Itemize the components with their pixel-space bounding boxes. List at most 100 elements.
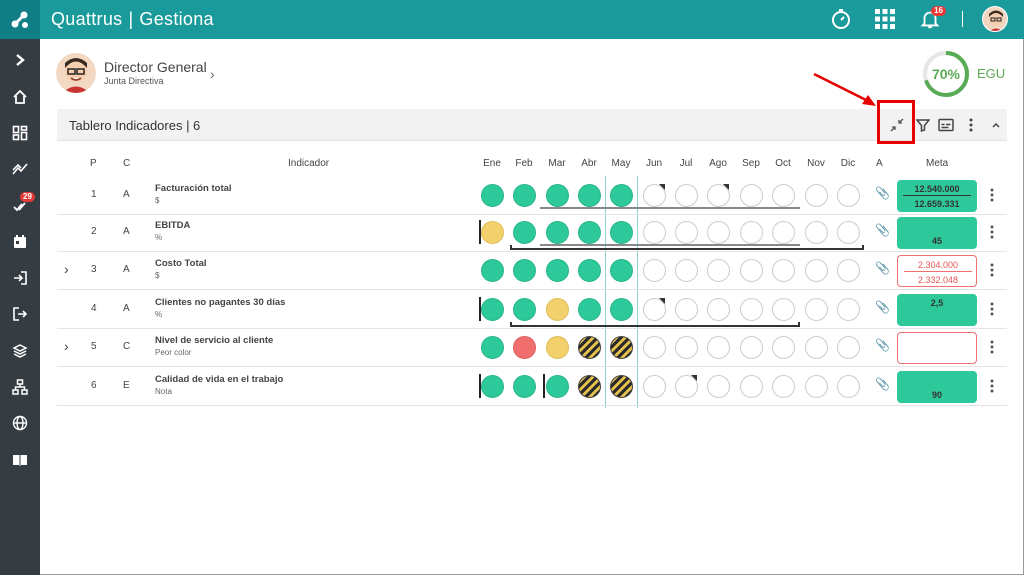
month-status-empty[interactable] — [805, 375, 828, 398]
trend-icon[interactable] — [8, 158, 32, 180]
expand-chevron-icon[interactable] — [8, 49, 32, 71]
dashboard-icon[interactable] — [8, 122, 32, 144]
table-row[interactable]: › 3 A Costo Total $ 📎 2.304.000 2.332.048 — [57, 245, 1007, 290]
row-more-vertical-icon[interactable] — [989, 340, 995, 354]
month-status-green[interactable] — [481, 298, 504, 321]
month-status-empty[interactable] — [772, 221, 795, 244]
month-status-empty[interactable] — [772, 375, 795, 398]
subtitles-icon[interactable] — [937, 116, 955, 134]
chevron-right-icon[interactable]: › — [210, 66, 215, 82]
month-status-empty[interactable] — [837, 298, 860, 321]
bell-icon[interactable]: 16 — [917, 6, 946, 32]
month-status-empty[interactable] — [675, 259, 698, 282]
month-status-empty[interactable] — [805, 184, 828, 207]
month-status-yellow[interactable] — [546, 336, 569, 359]
table-row[interactable]: › 5 C Nivel de servicio al cliente Peor colo… — [57, 322, 1007, 367]
indicator-name[interactable]: Facturación total — [155, 183, 232, 194]
indicator-name[interactable]: EBITDA — [155, 220, 191, 231]
month-status-hatch[interactable] — [610, 336, 633, 359]
month-status-empty[interactable] — [837, 336, 860, 359]
month-status-empty[interactable] — [772, 184, 795, 207]
month-status-green[interactable] — [610, 184, 633, 207]
month-status-empty[interactable] — [675, 298, 698, 321]
table-row[interactable]: 2 A EBITDA% 📎 45 — [57, 213, 1007, 252]
attachment-icon[interactable]: 📎 — [875, 186, 890, 200]
app-logo-icon[interactable] — [0, 0, 40, 39]
row-more-vertical-icon[interactable] — [989, 302, 995, 316]
indicator-name[interactable]: Calidad de vida en el trabajo — [155, 374, 284, 385]
book-icon[interactable] — [8, 449, 32, 471]
table-row[interactable]: 1 A Facturación total $ 📎 12.540.000 12.659.33… — [57, 176, 1007, 215]
tasks-icon[interactable]: 29 — [8, 192, 35, 217]
table-row[interactable]: 4 A Clientes no pagantes 30 días% 📎 2,5 — [57, 290, 1007, 329]
month-status-empty[interactable] — [740, 221, 763, 244]
month-status-empty[interactable] — [643, 221, 666, 244]
month-status-green[interactable] — [513, 298, 536, 321]
meta-box[interactable] — [897, 332, 977, 364]
month-status-empty[interactable] — [707, 336, 730, 359]
month-status-empty[interactable] — [837, 184, 860, 207]
month-status-green[interactable] — [546, 184, 569, 207]
month-status-red[interactable] — [513, 336, 536, 359]
row-more-vertical-icon[interactable] — [989, 225, 995, 239]
globe-icon[interactable] — [8, 412, 32, 434]
meta-box[interactable]: 90 — [897, 371, 977, 403]
month-status-empty[interactable] — [837, 375, 860, 398]
row-more-vertical-icon[interactable] — [989, 263, 995, 277]
month-status-green[interactable] — [546, 221, 569, 244]
month-status-green[interactable] — [513, 184, 536, 207]
meta-box[interactable]: 2.304.000 2.332.048 — [897, 255, 977, 287]
month-status-green[interactable] — [578, 184, 601, 207]
month-status-green[interactable] — [578, 298, 601, 321]
month-status-empty[interactable] — [837, 259, 860, 282]
month-status-hatch[interactable] — [610, 375, 633, 398]
month-status-empty[interactable] — [707, 298, 730, 321]
month-status-empty[interactable] — [805, 259, 828, 282]
home-icon[interactable] — [8, 86, 32, 108]
month-status-empty[interactable] — [675, 375, 698, 398]
month-status-empty[interactable] — [772, 336, 795, 359]
month-status-empty[interactable] — [643, 298, 666, 321]
indicator-name[interactable]: Nivel de servicio al cliente — [155, 335, 274, 346]
month-status-green[interactable] — [546, 375, 569, 398]
month-status-green[interactable] — [610, 259, 633, 282]
attachment-icon[interactable]: 📎 — [875, 223, 890, 237]
month-status-empty[interactable] — [837, 221, 860, 244]
month-status-empty[interactable] — [707, 375, 730, 398]
month-status-green[interactable] — [610, 221, 633, 244]
indicator-name[interactable]: Costo Total — [155, 258, 207, 269]
timer-icon[interactable] — [828, 6, 854, 32]
collapse-arrows-icon[interactable] — [888, 116, 906, 134]
month-status-empty[interactable] — [740, 184, 763, 207]
month-status-yellow[interactable] — [546, 298, 569, 321]
row-more-vertical-icon[interactable] — [989, 379, 995, 393]
org-chart-icon[interactable] — [8, 376, 32, 398]
month-status-green[interactable] — [513, 221, 536, 244]
filter-icon[interactable] — [914, 116, 932, 134]
row-more-vertical-icon[interactable] — [989, 188, 995, 202]
meta-box[interactable]: 45 — [897, 217, 977, 249]
month-status-green[interactable] — [546, 259, 569, 282]
month-status-empty[interactable] — [772, 298, 795, 321]
month-status-hatch[interactable] — [578, 375, 601, 398]
month-status-green[interactable] — [513, 375, 536, 398]
month-status-empty[interactable] — [805, 221, 828, 244]
month-status-empty[interactable] — [707, 221, 730, 244]
month-status-empty[interactable] — [740, 259, 763, 282]
apps-grid-icon[interactable] — [872, 6, 898, 32]
month-status-empty[interactable] — [675, 221, 698, 244]
month-status-empty[interactable] — [805, 336, 828, 359]
month-status-green[interactable] — [578, 221, 601, 244]
row-expand-chevron-icon[interactable]: › — [64, 261, 69, 277]
month-status-empty[interactable] — [643, 336, 666, 359]
attachment-icon[interactable]: 📎 — [875, 261, 890, 275]
month-status-empty[interactable] — [707, 259, 730, 282]
month-status-green[interactable] — [513, 259, 536, 282]
month-status-green[interactable] — [578, 259, 601, 282]
meta-box[interactable]: 2,5 — [897, 294, 977, 326]
attachment-icon[interactable]: 📎 — [875, 300, 890, 314]
month-status-hatch[interactable] — [578, 336, 601, 359]
login-icon[interactable] — [8, 267, 32, 289]
month-status-empty[interactable] — [740, 298, 763, 321]
user-avatar[interactable] — [982, 6, 1008, 32]
